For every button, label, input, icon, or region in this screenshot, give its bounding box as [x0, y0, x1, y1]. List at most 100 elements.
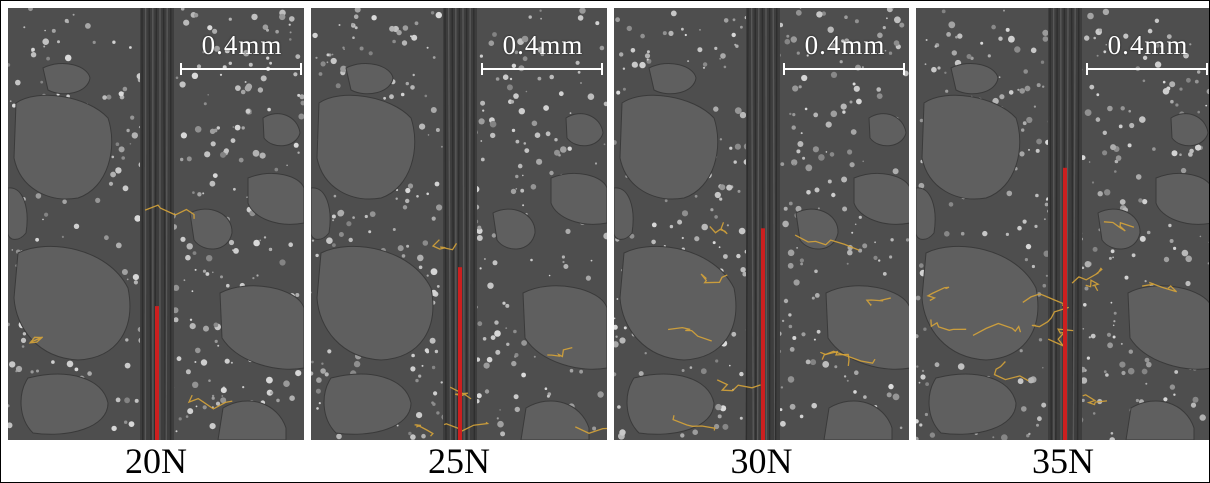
- grain: [66, 360, 74, 368]
- grain: [406, 244, 410, 248]
- grain: [822, 361, 830, 368]
- grain: [11, 249, 14, 251]
- grain: [1087, 12, 1094, 20]
- grain: [1127, 143, 1132, 148]
- grain: [1091, 181, 1095, 184]
- grain: [916, 334, 919, 339]
- grain: [288, 23, 291, 26]
- grain: [477, 225, 482, 230]
- grain: [293, 142, 299, 148]
- grain: [1128, 109, 1131, 113]
- grain: [326, 237, 333, 244]
- grain: [717, 414, 722, 419]
- grain: [1171, 150, 1178, 157]
- grain: [392, 39, 396, 44]
- grain: [579, 8, 586, 14]
- grain: [335, 83, 341, 89]
- grain: [687, 60, 690, 63]
- interface-crack: [1071, 267, 1103, 284]
- grain: [1145, 382, 1148, 385]
- grain: [742, 271, 747, 277]
- grain: [311, 360, 314, 364]
- grain: [260, 75, 267, 82]
- grain: [102, 95, 107, 100]
- grain: [1038, 338, 1043, 342]
- grain: [1106, 332, 1112, 337]
- grain: [490, 335, 496, 340]
- grain: [575, 60, 580, 65]
- grain: [862, 160, 864, 163]
- grain: [95, 197, 101, 203]
- grain: [521, 35, 529, 43]
- grain: [1120, 106, 1125, 111]
- grain: [242, 386, 245, 389]
- grain: [920, 374, 926, 380]
- grain: [782, 220, 789, 228]
- grain: [15, 365, 23, 373]
- grain: [228, 17, 232, 21]
- grain: [235, 85, 241, 91]
- grain: [176, 356, 182, 362]
- fiber-strand: [447, 8, 452, 440]
- grain: [830, 110, 838, 118]
- grain: [810, 359, 817, 366]
- grain: [668, 30, 674, 36]
- grain: [1197, 70, 1201, 74]
- grain: [957, 363, 965, 370]
- grain: [1089, 84, 1095, 90]
- aggregate: [550, 172, 607, 225]
- grain: [1019, 151, 1025, 157]
- grain: [124, 420, 128, 424]
- grain: [496, 417, 499, 420]
- grain: [224, 48, 230, 54]
- grain: [821, 11, 826, 16]
- grain: [1096, 93, 1100, 97]
- grain: [723, 65, 727, 69]
- grain: [957, 33, 963, 39]
- grain: [476, 227, 483, 234]
- aggregate: [13, 94, 113, 200]
- grain: [1042, 85, 1045, 88]
- grain: [187, 408, 194, 415]
- grain: [51, 28, 56, 33]
- grain: [43, 45, 46, 48]
- grain: [289, 31, 292, 34]
- grain: [700, 368, 707, 375]
- micrograph-panel-30n: 0.4mm: [614, 8, 909, 440]
- grain: [211, 394, 215, 398]
- grain: [484, 389, 490, 394]
- grain: [680, 433, 685, 438]
- grain: [194, 126, 202, 133]
- grain: [178, 417, 182, 421]
- grain: [1154, 61, 1162, 68]
- grain: [948, 21, 956, 29]
- grain: [46, 56, 50, 61]
- grain: [1097, 191, 1103, 197]
- grain: [1042, 366, 1044, 369]
- grain: [332, 243, 336, 248]
- grain: [44, 29, 46, 32]
- grain: [889, 255, 893, 259]
- grain: [886, 17, 888, 20]
- grain: [346, 221, 352, 227]
- grain: [8, 322, 10, 327]
- grain: [432, 402, 436, 406]
- grain: [662, 31, 667, 36]
- grain: [505, 327, 508, 329]
- grain: [1138, 198, 1143, 203]
- grain: [30, 370, 34, 374]
- grain: [892, 168, 899, 175]
- grain: [331, 53, 334, 56]
- grain: [1189, 43, 1192, 46]
- fiber-strand: [1076, 8, 1080, 440]
- grain: [194, 361, 197, 363]
- aggregate: [323, 373, 412, 435]
- grain: [873, 255, 878, 260]
- grain: [792, 336, 797, 340]
- grain: [400, 92, 405, 97]
- grain: [726, 224, 729, 227]
- grain: [203, 102, 207, 106]
- interface-crack: [716, 379, 761, 392]
- grain: [681, 369, 685, 372]
- grain: [544, 387, 548, 391]
